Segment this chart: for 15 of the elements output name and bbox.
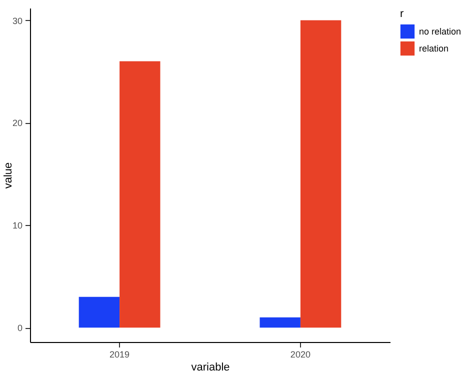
legend-label: relation: [419, 44, 449, 54]
bar: [260, 317, 300, 328]
legend-label: no relation: [419, 26, 462, 36]
y-tick-label: 20: [12, 118, 22, 128]
y-tick-label: 30: [12, 16, 22, 26]
x-tick-label: 2020: [290, 350, 310, 360]
y-tick-label: 10: [12, 220, 22, 231]
y-axis-title: value: [2, 162, 14, 189]
y-tick-label: 0: [17, 323, 22, 334]
bar: [78, 296, 120, 328]
x-tick-label: 2019: [110, 350, 130, 360]
bar: [120, 61, 160, 328]
legend-title: r: [400, 8, 404, 20]
bar: [300, 20, 342, 328]
x-axis-title: variable: [191, 362, 230, 372]
